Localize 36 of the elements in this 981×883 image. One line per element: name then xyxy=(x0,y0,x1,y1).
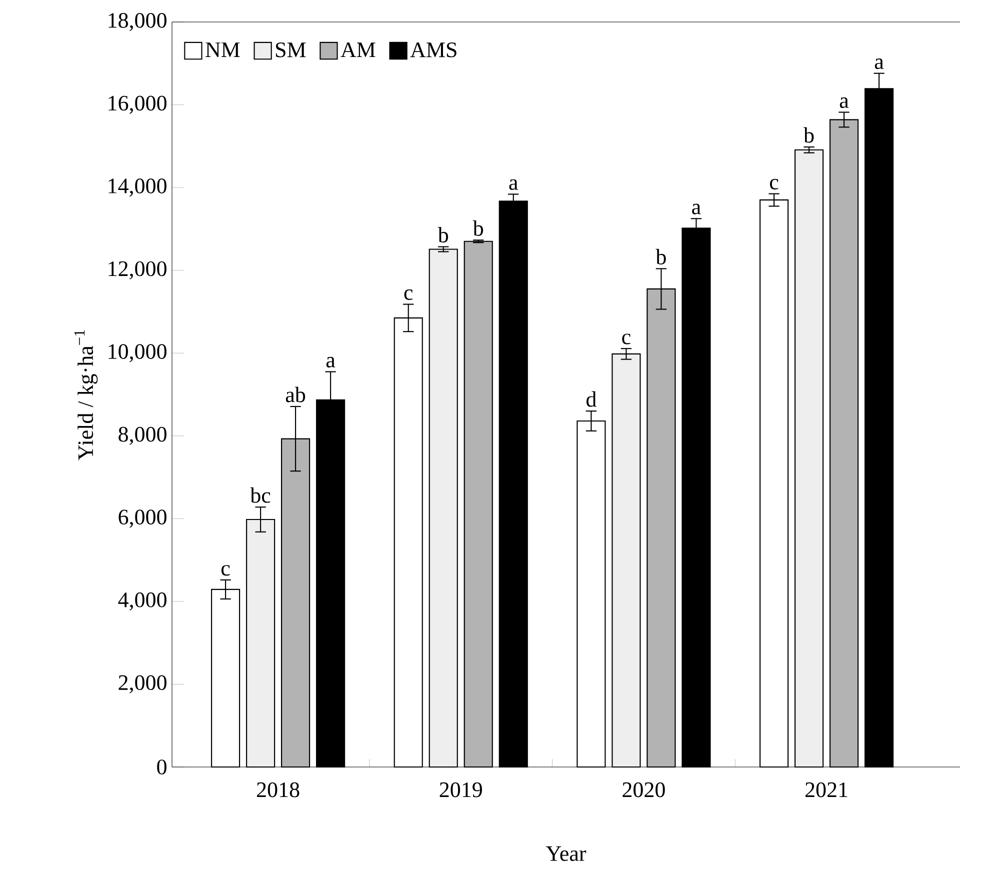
legend-label: AM xyxy=(340,42,376,58)
y-tick-label: 2,000 xyxy=(118,675,166,694)
data-label: b xyxy=(438,226,448,242)
data-label: ab xyxy=(286,386,306,402)
data-label: a xyxy=(840,97,849,108)
data-label: a xyxy=(692,204,701,214)
y-tick-label: 18,000 xyxy=(108,12,166,32)
data-label: b xyxy=(804,127,814,143)
y-tick-label: 16,000 xyxy=(108,96,166,114)
y-tick-label: 10,000 xyxy=(108,344,166,362)
legend-label: AMS xyxy=(410,42,456,58)
data-label: bc xyxy=(250,487,270,503)
x-tick-label: 2020 xyxy=(622,782,665,798)
y-tick-label: 8,000 xyxy=(118,426,166,445)
y-tick-label: 0 xyxy=(157,760,166,774)
data-label: b xyxy=(656,248,666,264)
y-tick-label: 14,000 xyxy=(108,178,166,197)
x-tick-label: 2019 xyxy=(440,782,482,798)
data-label: a xyxy=(326,356,336,368)
y-tick-label: 4,000 xyxy=(118,592,166,610)
data-label: a xyxy=(509,179,518,190)
data-label: b xyxy=(472,220,484,236)
data-label: c xyxy=(404,289,413,300)
x-tick-label: 2018 xyxy=(257,782,300,798)
x-axis-title: Year xyxy=(546,846,586,861)
x-tick-label: 2021 xyxy=(806,782,848,798)
data-label: d xyxy=(586,391,596,407)
data-label: c xyxy=(770,178,778,190)
data-label: c xyxy=(221,565,230,576)
data-label: a xyxy=(874,58,884,70)
y-tick-label: 6,000 xyxy=(118,510,166,528)
y-axis-title: Yield / kg·ha$^{−1}$ xyxy=(74,330,98,460)
data-label: c xyxy=(622,334,630,344)
y-tick-label: 12,000 xyxy=(108,261,166,280)
legend-label: NM xyxy=(206,42,240,57)
legend-label: SM xyxy=(276,42,306,58)
